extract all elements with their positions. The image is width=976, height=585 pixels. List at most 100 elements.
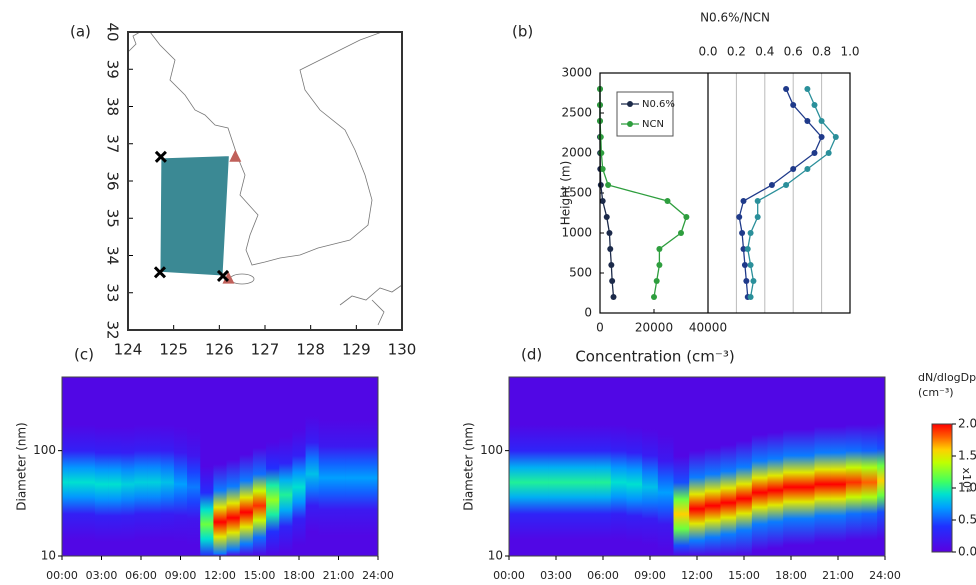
profile-point [683,214,690,220]
profile-point [656,246,663,252]
heatmap-column [371,377,379,556]
profile-point [744,246,751,252]
colorbar-tick-label: 0.0 [958,545,976,559]
profile-point [598,150,605,156]
y-tick-label: 33 [104,283,122,302]
legend-marker [627,101,633,107]
y-tick-label: 100 [33,443,56,457]
heatmap-column [173,377,188,556]
x-tick-label: 130 [388,341,417,359]
heatmap-column [318,377,333,556]
x-tick-label: 127 [251,341,280,359]
profile-point [790,166,797,172]
site-marker [153,266,167,279]
heatmap-column [861,377,878,556]
profile-point [739,230,746,236]
y-tick-label: 35 [104,209,122,228]
map-frame [127,31,403,331]
x-tick-label: 18:00 [775,569,807,582]
x-tick-label: 15:00 [244,569,276,582]
y-tick-label: 34 [104,246,122,265]
profile-point [653,278,660,284]
heatmap-column [134,377,148,556]
panel-label: (b) [512,23,533,41]
profile-point [740,198,747,204]
profile-point [740,246,747,252]
panel-label: (a) [70,23,91,41]
heatmap-column [626,377,643,556]
profile-point [608,262,615,268]
colorbar-title: dN/dlogDp [918,371,976,384]
colorbar-units: (cm⁻³) [918,386,954,399]
y-tick-label: 37 [104,134,122,153]
heatmap-column [642,377,659,556]
heatmap-column [516,377,533,556]
profile-point [599,198,606,204]
heatmap-column [798,377,815,556]
profile-point [609,278,616,284]
profile-point [605,182,612,188]
profile-point [811,150,818,156]
heatmap-column [108,377,122,556]
top-tick-label: 0.8 [812,45,831,59]
profile-point [597,134,604,140]
top-tick-label: 0.0 [698,45,717,59]
y-tick-label: 3000 [561,66,592,80]
profile-point [747,294,754,300]
x-tick-label: 15:00 [728,569,760,582]
y-axis-label: Height (m) [559,161,573,226]
legend-marker [627,121,633,127]
heatmap-column [720,377,737,556]
heatmap-column [532,377,549,556]
heatmap-column [345,377,359,556]
profile-point [750,278,757,284]
profile-point [768,182,775,188]
flight-region [159,155,230,277]
y-axis-label: Diameter (nm) [462,422,476,511]
heatmap-column [226,377,241,556]
heatmap-column [814,377,831,556]
heatmap-column [292,377,306,556]
top-tick-label: 0.2 [727,45,746,59]
heatmap-column [160,377,175,556]
profile-point [607,246,614,252]
y-tick-label: 100 [480,443,503,457]
x-tick-label: 06:00 [125,569,157,582]
colorbar [931,423,953,553]
profile-point [597,182,604,188]
y-tick-label: 500 [569,266,592,280]
profile-point [783,86,790,92]
x-axis-label: Concentration (cm⁻³) [575,348,734,366]
x-tick-label: 00:00 [46,569,78,582]
x-tick-label: 124 [114,341,143,359]
x-tick-label: 125 [159,341,188,359]
y-tick-label: 32 [104,320,122,339]
heatmap-column [548,377,565,556]
profile-point [747,262,754,268]
heatmap-column [845,377,862,556]
panel-label: (c) [74,346,94,364]
y-tick-label: 1000 [561,226,592,240]
top-axis-label: N0.6%/NCN [700,11,770,25]
profile-point [656,262,663,268]
heatmap-column [610,377,627,556]
heatmap-column [121,377,135,556]
profile-point [754,214,761,220]
profile-point [804,118,811,124]
profile-point [804,166,811,172]
profile-point [790,102,797,108]
x-tick-label: 129 [342,341,371,359]
profile-point [804,86,811,92]
airport-marker [229,149,242,162]
x-tick-label: 09:00 [634,569,666,582]
profile-point [743,278,750,284]
heatmap-column [689,377,706,556]
profile-point [818,118,825,124]
x-tick-label: 12:00 [204,569,236,582]
y-tick-label: 2500 [561,106,592,120]
plot-frame [599,72,851,314]
heatmap-column [239,377,254,556]
legend-label: NCN [642,119,664,130]
airport-marker [222,271,235,284]
x-tick-label: 20000 [635,321,673,335]
